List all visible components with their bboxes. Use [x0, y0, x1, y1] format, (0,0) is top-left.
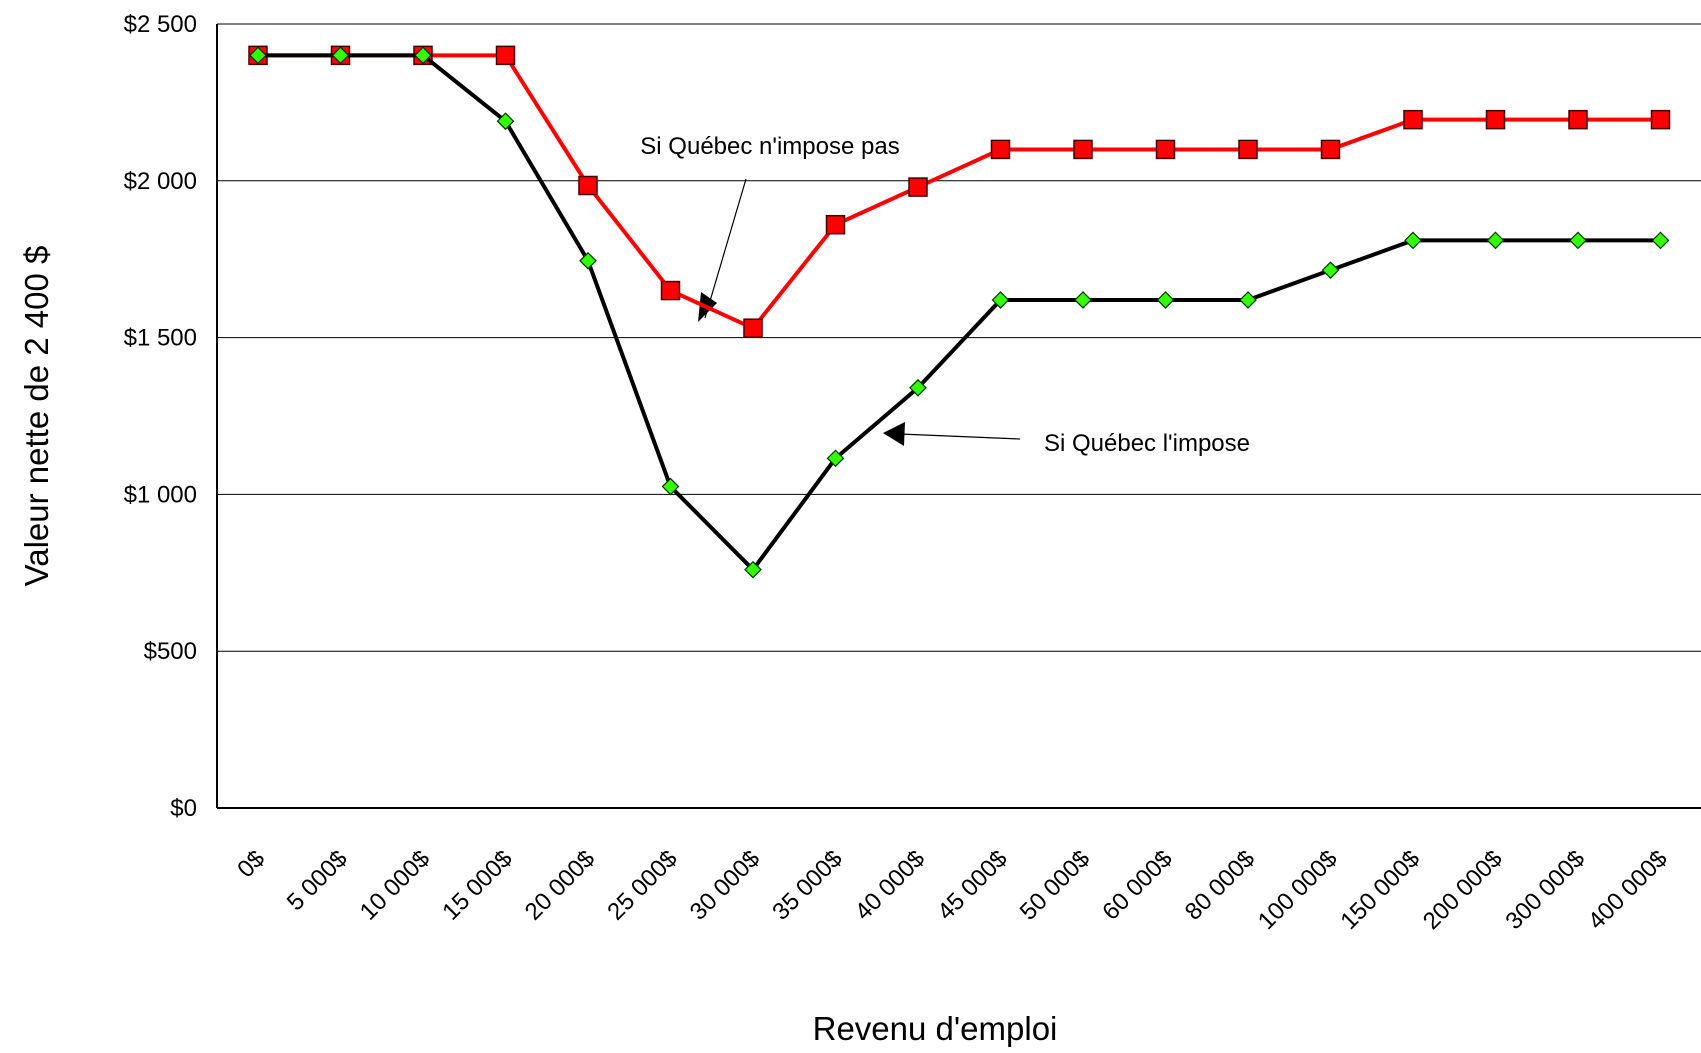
annotation-arrow — [899, 433, 1021, 440]
marker — [495, 45, 516, 66]
marker — [825, 214, 846, 235]
marker — [496, 112, 515, 131]
marker — [1651, 231, 1670, 250]
marker — [826, 449, 845, 468]
marker — [1568, 109, 1588, 130]
x-tick-label: 45 000$ — [932, 845, 1012, 925]
marker — [1155, 139, 1176, 160]
marker — [1074, 291, 1092, 309]
x-tick-label: 150 000$ — [1335, 845, 1425, 935]
marker — [991, 291, 1010, 309]
y-tick-label: $2 500 — [124, 11, 197, 38]
y-tick-label: $1 500 — [124, 325, 197, 352]
marker — [1073, 139, 1093, 160]
marker — [1239, 291, 1257, 309]
annotation: Si Québec l'impose — [1044, 430, 1250, 457]
marker — [249, 46, 267, 65]
marker — [414, 46, 432, 65]
x-tick-label: 40 000$ — [850, 845, 930, 925]
series-line — [258, 53, 1661, 572]
x-tick-label: 35 000$ — [767, 845, 847, 925]
x-tick-label: 80 000$ — [1180, 845, 1260, 925]
x-tick-label: 400 000$ — [1583, 845, 1673, 935]
y-tick-label: $2 000 — [124, 168, 197, 195]
marker — [578, 175, 598, 196]
y-tick-label: $500 — [144, 638, 197, 665]
series-line — [258, 53, 1661, 331]
marker — [1156, 291, 1175, 309]
marker — [908, 177, 928, 197]
y-tick-label: $1 000 — [124, 481, 197, 508]
marker — [1569, 231, 1587, 250]
annotation-arrow — [704, 178, 747, 319]
marker — [1486, 231, 1505, 250]
marker — [661, 477, 680, 496]
annotation-arrow-head — [883, 422, 905, 446]
x-tick-label: 50 000$ — [1015, 845, 1095, 925]
x-tick-label: 300 000$ — [1500, 845, 1590, 935]
marker — [909, 378, 927, 397]
marker — [1485, 109, 1506, 130]
marker — [331, 46, 350, 65]
y-axis-title: Valeur nette de 2 400 $ — [18, 246, 55, 587]
marker — [1238, 139, 1258, 160]
marker — [1404, 231, 1422, 250]
marker — [1403, 109, 1423, 130]
marker — [660, 280, 681, 301]
x-tick-label: 60 000$ — [1097, 845, 1177, 925]
marker — [1320, 139, 1341, 160]
marker — [744, 560, 762, 579]
x-tick-label: 10 000$ — [355, 845, 435, 925]
x-tick-label: 15 000$ — [437, 845, 517, 925]
x-tick-label: 0$ — [232, 845, 270, 883]
marker — [990, 139, 1011, 160]
marker — [743, 318, 763, 338]
annotation: Si Québec n'impose pas — [640, 133, 899, 160]
x-axis-title: Revenu d'emploi — [813, 1010, 1058, 1047]
x-tick-label: 30 000$ — [685, 845, 765, 925]
x-tick-label: 25 000$ — [602, 845, 682, 925]
x-tick-label: 100 000$ — [1253, 845, 1343, 935]
marker — [579, 251, 597, 270]
y-tick-label: $0 — [170, 795, 197, 822]
x-tick-label: 5 000$ — [282, 845, 353, 916]
x-tick-label: 200 000$ — [1418, 845, 1508, 935]
marker — [1650, 109, 1671, 130]
marker — [1321, 261, 1340, 280]
x-tick-label: 20 000$ — [520, 845, 600, 925]
